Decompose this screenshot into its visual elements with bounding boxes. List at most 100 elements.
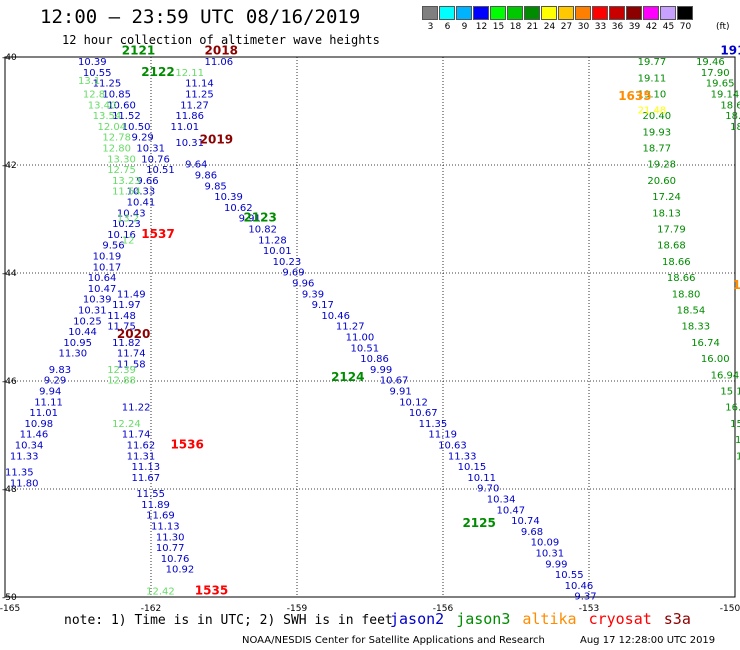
wave-height-point: 12.39 [107, 365, 136, 376]
wave-height-point: 12.11 [175, 68, 204, 79]
wave-height-point: 11.48 [107, 311, 136, 322]
wave-height-point: 11.13 [132, 462, 161, 473]
track-label: 1537 [141, 227, 174, 241]
wave-height-point: 10.25 [73, 316, 102, 327]
wave-height-point: 10.39 [83, 295, 112, 306]
wave-height-point: 10.46 [565, 581, 594, 592]
wave-height-point: 11.55 [136, 489, 165, 500]
wave-height-point: 15.1 [730, 419, 740, 430]
legend-swatch [677, 6, 693, 20]
wave-height-point: 10.01 [263, 246, 292, 257]
wave-height-point: 11.27 [336, 322, 365, 333]
wave-height-point: 11.52 [112, 111, 141, 122]
wave-height-point: 10.12 [399, 397, 428, 408]
legend-swatch [422, 6, 438, 20]
y-tick-label: -44 [2, 269, 17, 279]
wave-height-point: 10.11 [467, 473, 496, 484]
track-label: 1635 [618, 89, 651, 103]
wave-height-point: 18. [730, 122, 740, 133]
wave-height-point: 13.54 [93, 111, 122, 122]
wave-height-point: 10.31 [136, 144, 165, 155]
x-tick-label: -159 [287, 604, 308, 614]
legend-swatch [507, 6, 523, 20]
wave-height-point: 16.00 [701, 354, 730, 365]
legend-swatch [592, 6, 608, 20]
footer-note: note: 1) Time is in UTC; 2) SWH is in fe… [64, 613, 393, 628]
wave-height-point: 18.80 [672, 289, 701, 300]
wave-height-point: 9.91 [389, 387, 411, 398]
color-legend [422, 6, 694, 20]
wave-height-point: 18.63 [720, 100, 740, 111]
satellite-s3a-label: s3a [663, 610, 691, 628]
wave-height-point: 11.74 [117, 349, 146, 360]
wave-height-point: 13.30 [107, 154, 136, 165]
wave-height-point: 10.74 [511, 516, 540, 527]
credit-line: NOAA/NESDIS Center for Satellite Applica… [242, 635, 545, 646]
wave-height-point: 10.41 [127, 198, 156, 209]
legend-bin-label: 18 [509, 22, 522, 32]
wave-height-point: 10.23 [112, 219, 141, 230]
wave-height-point: 11.54 [112, 187, 141, 198]
satellite-altika-label: altika [522, 610, 577, 628]
wave-height-point: 11.31 [127, 451, 156, 462]
wave-height-point: 11.01 [29, 408, 58, 419]
wave-height-point: 12.88 [107, 376, 136, 387]
track-label: 191 [720, 43, 740, 57]
wave-height-point: 11.27 [180, 100, 209, 111]
wave-height-point: 11.11 [34, 397, 63, 408]
legend-swatch [558, 6, 574, 20]
wave-height-point: 10.51 [351, 343, 380, 354]
wave-height-point: 10.31 [78, 306, 107, 317]
wave-height-point: 10.95 [63, 338, 92, 349]
map-title: 12:00 – 23:59 UTC 08/16/2019 [40, 6, 361, 28]
wave-height-point: 10.82 [248, 225, 277, 236]
legend-bin-label: 12 [475, 22, 488, 32]
wave-height-point: 9.29 [44, 376, 66, 387]
wave-height-point: 11.86 [175, 111, 204, 122]
wave-height-point: 10.39 [78, 57, 107, 68]
axis-tick-labels: -165 -162 -159 -156 -153 -150 -40 -42 -44 -46 -48 -… [0, 53, 740, 614]
wave-height-point: 12.75 [107, 165, 136, 176]
wave-height-point: 12.80 [102, 144, 131, 155]
wave-height-point: 10.47 [88, 284, 117, 295]
track-label: 2124 [331, 370, 364, 384]
legend-swatch [456, 6, 472, 20]
wave-height-point: 11.06 [205, 57, 234, 68]
wave-height-point: 11.35 [419, 419, 448, 430]
legend-bin-label: 9 [461, 22, 468, 32]
wave-height-point: 9.29 [132, 133, 154, 144]
wave-height-point: 10.19 [93, 252, 122, 263]
wave-height-point: 11.22 [122, 403, 151, 414]
satellite-jason3-label: jason3 [456, 610, 511, 628]
wave-height-point: 10.76 [161, 554, 190, 565]
wave-height-point: 20.40 [643, 111, 672, 122]
wave-height-point: 11.80 [10, 478, 39, 489]
wave-height-point: 19.14 [711, 90, 740, 101]
satellite-legend: jason2 jason3 altika cryosat s3a [390, 610, 691, 628]
legend-bin-label: 27 [560, 22, 573, 32]
legend-bin-label: 21 [526, 22, 539, 32]
wave-height-point: 11.82 [112, 338, 141, 349]
wave-height-point: 10.39 [214, 192, 243, 203]
track-labels: 2121 2122 2018 2019 2123 1537 2020 2124 1536 2125… [117, 43, 740, 597]
x-tick-label: -165 [0, 604, 20, 614]
wave-height-point: 19.46 [696, 57, 725, 68]
wave-height-point: 9.99 [545, 559, 567, 570]
y-tick-label: -40 [2, 53, 17, 63]
wave-height-point: 11.46 [20, 430, 49, 441]
legend-swatch [541, 6, 557, 20]
wave-height-point: 10.23 [273, 257, 302, 268]
x-tick-label: -156 [433, 604, 454, 614]
track-label: 2018 [205, 43, 238, 57]
wave-height-point: 9.86 [195, 171, 217, 182]
legend-bin-label: 3 [427, 22, 434, 32]
wave-height-point: 13.2 [117, 214, 139, 225]
wave-height-point: 19.93 [643, 127, 672, 138]
wave-height-point: 9.64 [185, 160, 207, 171]
wave-height-point: 10.43 [117, 208, 146, 219]
wave-height-point: 18.6 [725, 111, 740, 122]
wave-height-point: 18.66 [667, 273, 696, 284]
track-label: 16 [733, 278, 740, 292]
legend-swatch [609, 6, 625, 20]
wave-height-point: 9.96 [292, 279, 314, 290]
